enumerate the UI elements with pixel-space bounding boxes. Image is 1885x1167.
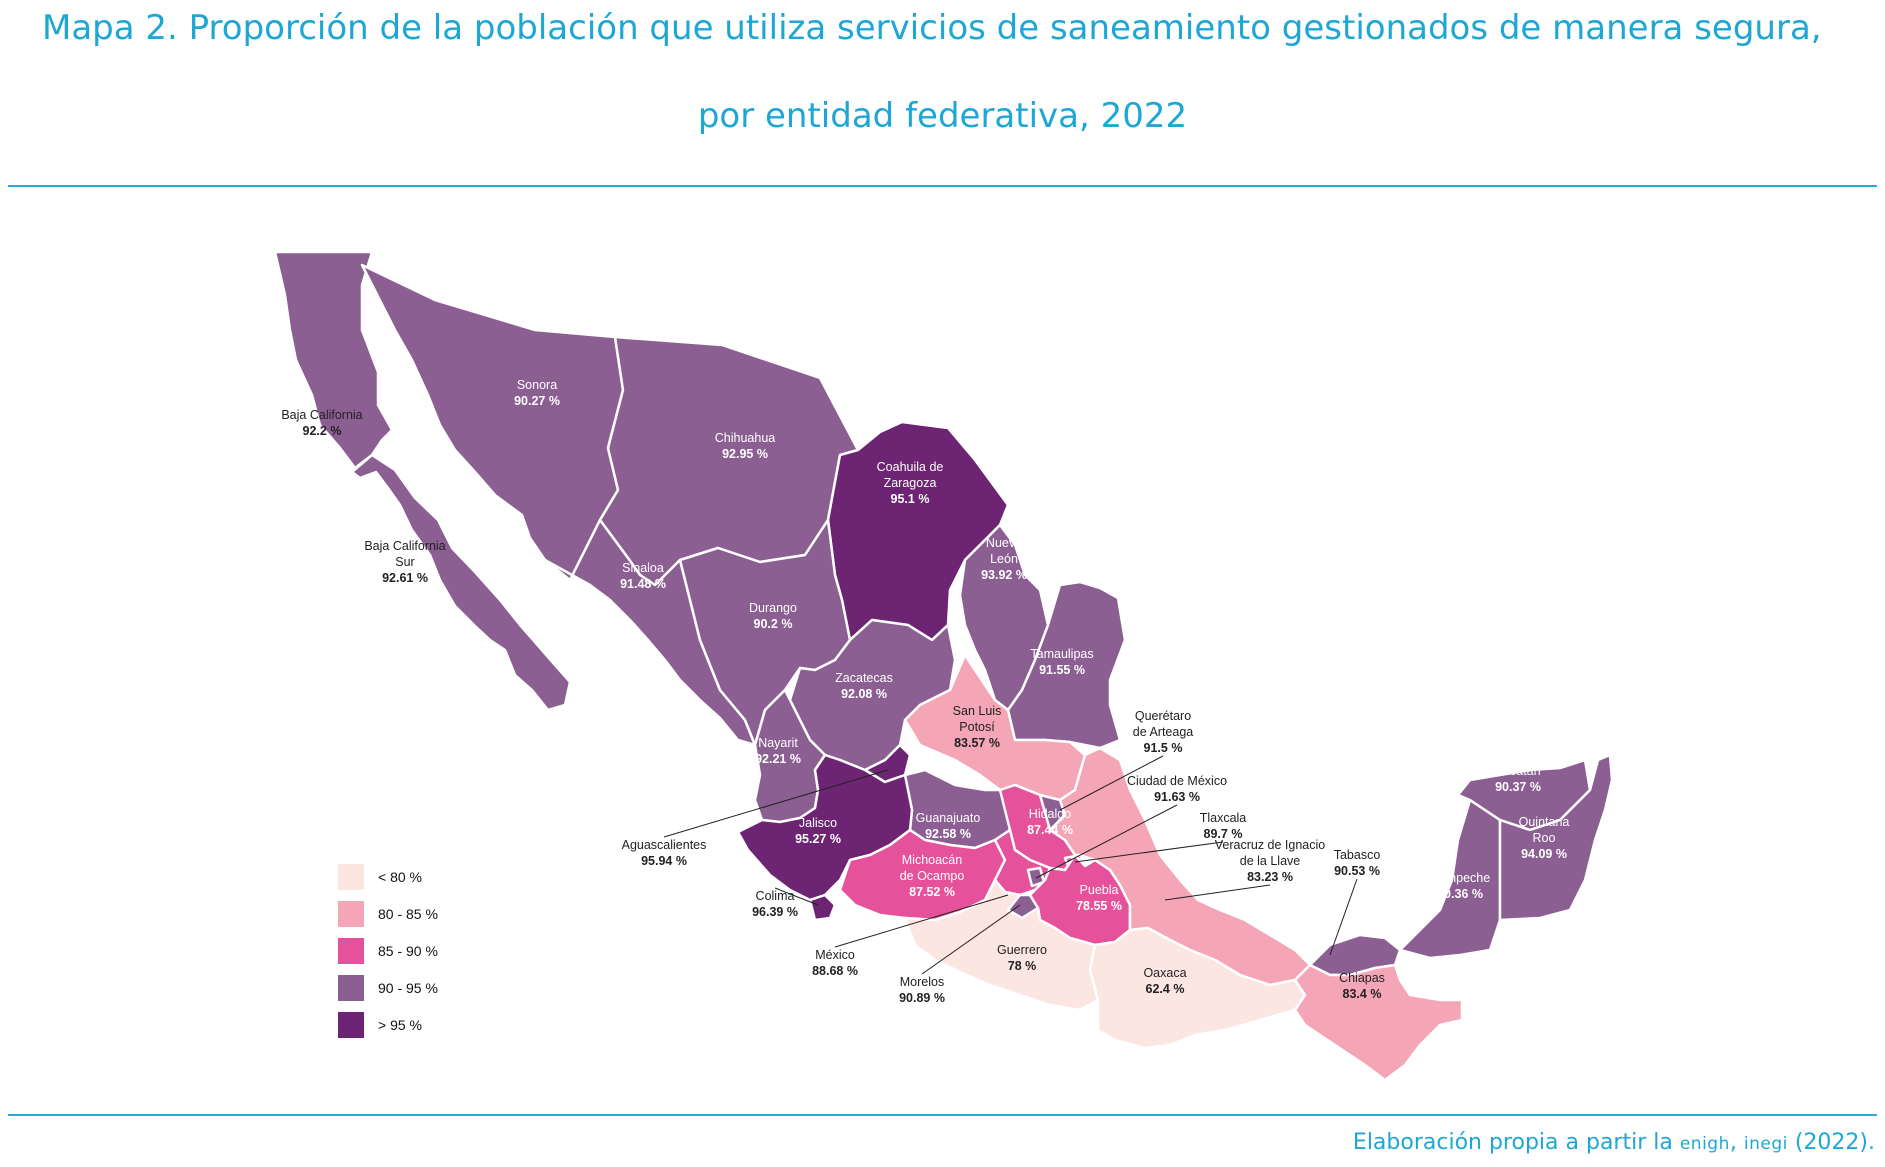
- state-label-chih: Chihuahua 92.95 %: [715, 431, 776, 461]
- state-label-nay: Nayarit 92.21 %: [755, 736, 801, 766]
- leader-line-mex: [834, 894, 1009, 948]
- state-label-sin: Sinaloa 91.48 %: [620, 561, 666, 591]
- state-qroo: [1498, 753, 1614, 922]
- legend-label-90-95: 90 - 95 %: [378, 979, 438, 996]
- state-label-bc: Baja California 92.2 %: [281, 408, 362, 438]
- state-label-nl: Nuevo León 93.92 %: [981, 536, 1027, 582]
- state-label-pue: Puebla 78.55 %: [1076, 883, 1122, 913]
- legend-item-lt80: < 80 %: [338, 858, 438, 895]
- legend-swatch-gt95: [338, 1011, 364, 1038]
- state-label-cdmx: Ciudad de México 91.63 %: [1127, 774, 1227, 804]
- legend-item-85-90: 85 - 90 %: [338, 932, 438, 969]
- legend-swatch-80-85: [338, 900, 364, 927]
- legend-swatch-lt80: [338, 863, 364, 890]
- state-jal: [736, 753, 914, 902]
- state-label-qro: Querétaro de Arteaga 91.5 %: [1133, 709, 1194, 755]
- state-label-gto: Guanajuato 92.58 %: [916, 811, 981, 841]
- source-note: Elaboración propia a partir la enigh, in…: [1353, 1130, 1875, 1155]
- legend-label-lt80: < 80 %: [378, 868, 422, 885]
- state-label-tab: Tabasco 90.53 %: [1334, 848, 1381, 878]
- leader-line-tlax: [1074, 841, 1224, 863]
- leader-line-tab: [1329, 878, 1358, 956]
- map-title-line2: por entidad federativa, 2022: [697, 96, 1188, 136]
- state-label-col: Colima 96.39 %: [752, 889, 798, 919]
- leader-line-ags: [663, 769, 889, 838]
- legend-label-gt95: > 95 %: [378, 1016, 422, 1033]
- top-divider: [8, 185, 1877, 187]
- state-label-mich: Michoacán de Ocampo 87.52 %: [900, 853, 965, 899]
- source-sep: ,: [1729, 1130, 1744, 1155]
- legend-swatch-90-95: [338, 974, 364, 1001]
- leader-line-mor: [921, 904, 1021, 975]
- state-label-chis: Chiapas 83.4 %: [1339, 971, 1385, 1001]
- state-gro: [903, 878, 1100, 1012]
- state-label-yuc: Yucatán 90.37 %: [1495, 764, 1541, 794]
- legend-swatch-85-90: [338, 937, 364, 964]
- state-label-oax: Oaxaca 62.4 %: [1143, 966, 1186, 996]
- state-label-son: Sonora 90.27 %: [514, 378, 560, 408]
- state-label-ver: Veracruz de Ignacio de la Llave 83.23 %: [1215, 838, 1326, 884]
- leader-line-cdmx: [1035, 804, 1178, 879]
- state-label-dgo: Durango 90.2 %: [749, 601, 797, 631]
- leader-line-qro: [1059, 755, 1164, 811]
- leader-line-ver: [1164, 884, 1271, 901]
- legend-label-80-85: 80 - 85 %: [378, 905, 438, 922]
- state-label-camp: Campeche 90.36 %: [1430, 871, 1490, 901]
- source-enigh: enigh: [1679, 1134, 1730, 1154]
- state-label-tlax: Tlaxcala 89.7 %: [1200, 811, 1247, 841]
- state-label-bcs: Baja California Sur 92.61 %: [364, 539, 445, 585]
- state-label-ags: Aguascalientes 95.94 %: [622, 838, 707, 868]
- legend-item-90-95: 90 - 95 %: [338, 969, 438, 1006]
- state-son: [360, 263, 625, 582]
- legend-label-85-90: 85 - 90 %: [378, 942, 438, 959]
- legend-item-80-85: 80 - 85 %: [338, 895, 438, 932]
- state-label-mex: México 88.68 %: [812, 948, 858, 978]
- legend: < 80 % 80 - 85 % 85 - 90 % 90 - 95 % > 9…: [338, 858, 438, 1043]
- state-label-jal: Jalisco 95.27 %: [795, 816, 841, 846]
- state-col: [808, 893, 837, 922]
- source-suffix: (2022).: [1787, 1130, 1875, 1155]
- state-label-gro: Guerrero 78 %: [997, 943, 1047, 973]
- leader-line-col: [774, 887, 819, 906]
- state-yuc: [1456, 758, 1592, 832]
- state-label-hgo: Hidalgo 87.44 %: [1027, 807, 1073, 837]
- legend-item-gt95: > 95 %: [338, 1006, 438, 1043]
- map-title-line1: Mapa 2. Proporción de la población que u…: [42, 8, 1822, 48]
- state-bcs: [350, 453, 572, 712]
- source-prefix: Elaboración propia a partir la: [1352, 1130, 1680, 1155]
- source-inegi: inegi: [1743, 1134, 1788, 1154]
- state-label-mor: Morelos 90.89 %: [899, 975, 945, 1005]
- state-label-slp: San Luis Potosí 83.57 %: [953, 704, 1002, 750]
- bottom-divider: [8, 1114, 1877, 1116]
- state-label-zac: Zacatecas 92.08 %: [835, 671, 893, 701]
- state-label-coah: Coahuila de Zaragoza 95.1 %: [877, 460, 944, 506]
- state-label-qroo: Quintana Roo 94.09 %: [1519, 815, 1570, 861]
- state-chis: [1293, 963, 1464, 1082]
- state-label-tamps: Tamaulipas 91.55 %: [1030, 647, 1093, 677]
